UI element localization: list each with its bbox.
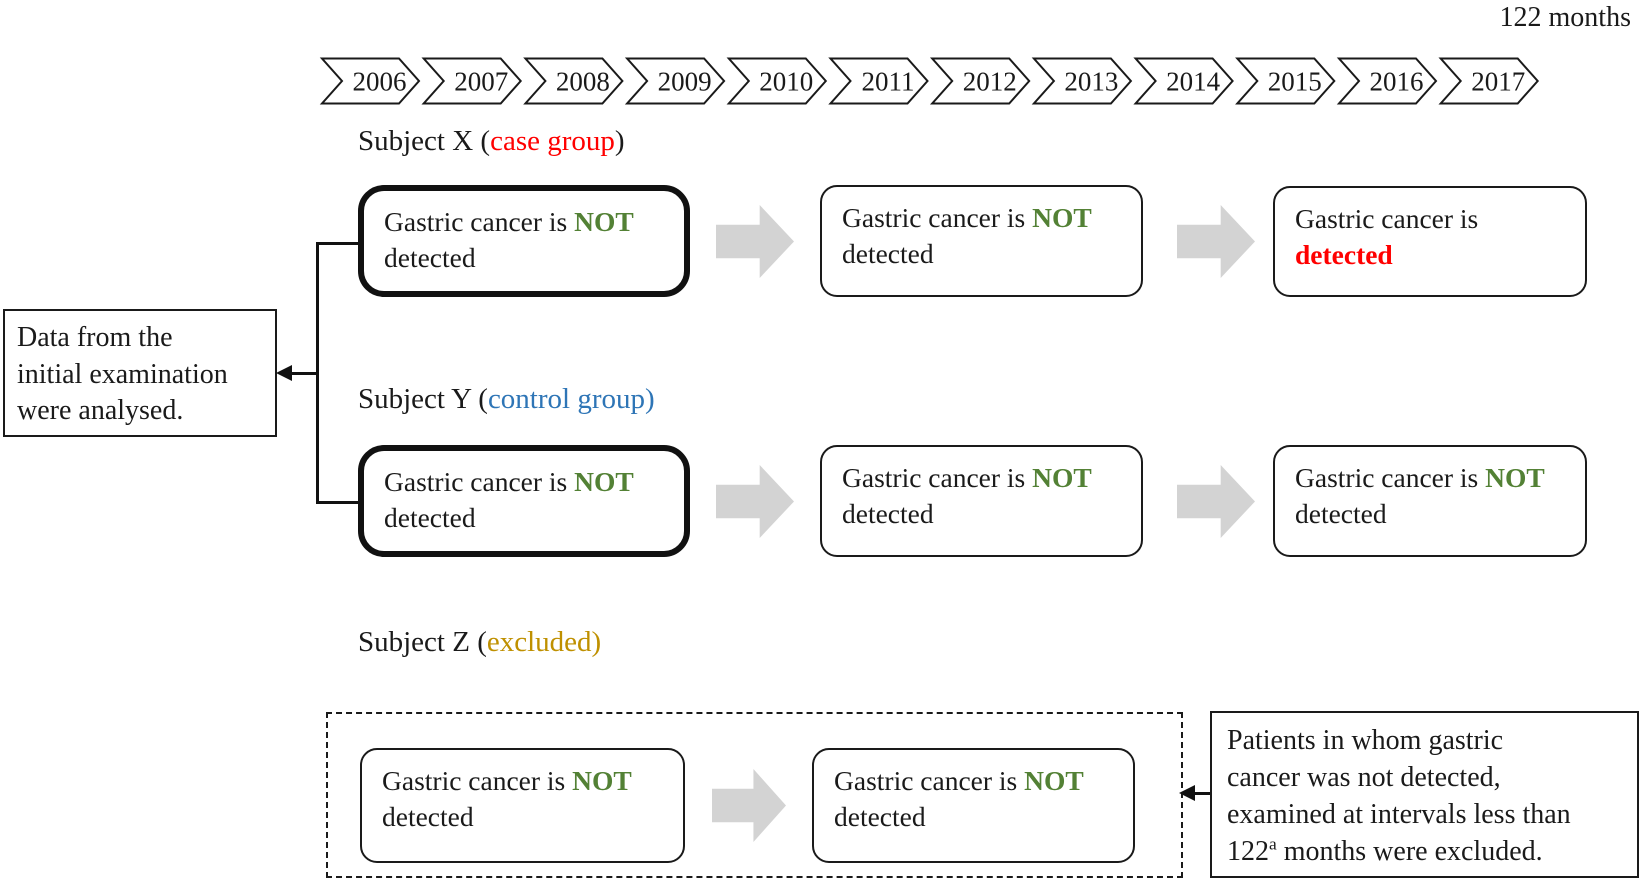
subject-y-label-close: ) (645, 383, 655, 415)
timeline-year-2011: 2011 (828, 57, 929, 105)
subject-z-group: excluded (486, 626, 592, 658)
subject-x-group: case group (490, 125, 615, 157)
subject-x-box-2: Gastric cancer is NOT detected (820, 185, 1143, 297)
subject-y-box-1: Gastric cancer is NOT detected (358, 445, 690, 557)
note-line: initial examination (17, 358, 228, 390)
svg-text:2014: 2014 (1166, 67, 1221, 97)
box-text: detected (842, 238, 934, 269)
exclusion-arrow-line (1192, 792, 1210, 795)
left-arrowhead-icon (1179, 785, 1195, 801)
subject-z-label-prefix: Subject Z ( (358, 626, 487, 658)
svg-text:2011: 2011 (862, 67, 915, 97)
timeline-year-2017: 2017 (1438, 57, 1540, 105)
subject-z-label: Subject Z (excluded) (358, 626, 601, 659)
box-text: Gastric cancer is (842, 462, 1033, 493)
svg-text:2015: 2015 (1268, 67, 1322, 97)
box-text: detected (382, 801, 474, 832)
note-line: Data from the (17, 322, 173, 353)
subject-z-box-1: Gastric cancer is NOT detected (360, 748, 685, 863)
box-text: detected (384, 502, 476, 533)
box-text: detected (384, 242, 476, 273)
not-keyword: NOT (1024, 765, 1084, 796)
note-line: Patients in whom gastric (1227, 725, 1504, 756)
subject-y-label: Subject Y (control group) (358, 383, 655, 416)
svg-text:2012: 2012 (963, 67, 1017, 97)
not-keyword: NOT (574, 466, 634, 497)
svg-text:2007: 2007 (454, 67, 508, 97)
initial-examination-note: Data from the initial examination were a… (3, 309, 277, 437)
subject-y-label-prefix: Subject Y ( (358, 383, 488, 415)
timeline-year-2013: 2013 (1031, 57, 1133, 105)
svg-text:2008: 2008 (556, 67, 610, 97)
connector-arrow-line (290, 372, 318, 375)
subject-y-box-2: Gastric cancer is NOT detected (820, 445, 1143, 557)
exclusion-criterion-note: Patients in whom gastric cancer was not … (1210, 711, 1639, 878)
timeline-year-2006: 2006 (319, 57, 421, 105)
timeline-year-2014: 2014 (1133, 57, 1234, 105)
timeline-year-2010: 2010 (726, 57, 828, 105)
not-keyword: NOT (1485, 462, 1545, 493)
note-line: cancer was not detected, (1227, 762, 1501, 793)
box-text: Gastric cancer is (384, 466, 575, 497)
box-text: Gastric cancer is (384, 206, 575, 237)
flow-arrow-icon (1177, 205, 1255, 278)
box-text: detected (834, 801, 926, 832)
svg-text:2017: 2017 (1471, 67, 1525, 97)
flow-arrow-icon (716, 205, 794, 278)
box-text: detected (842, 498, 934, 529)
not-keyword: NOT (1032, 462, 1092, 493)
svg-text:2016: 2016 (1370, 67, 1424, 97)
svg-text:2013: 2013 (1064, 67, 1118, 97)
flow-arrow-icon (716, 465, 794, 538)
footnote-superscript: a (1269, 834, 1277, 854)
note-line: examined at intervals less than (1227, 799, 1571, 830)
subject-y-group: control group (487, 383, 645, 415)
detected-keyword: detected (1295, 239, 1393, 270)
timeline: 2006 2007 2008 2009 2010 2011 2012 2013 2014 2015… (319, 57, 1540, 105)
subject-x-label: Subject X (case group) (358, 125, 625, 158)
subject-y-box-3: Gastric cancer is NOT detected (1273, 445, 1587, 557)
svg-text:2009: 2009 (658, 67, 712, 97)
months-number: 122 (1227, 836, 1269, 867)
timeline-year-2008: 2008 (523, 57, 624, 105)
subject-z-label-close: ) (591, 626, 602, 658)
not-keyword: NOT (574, 206, 634, 237)
note-text: months were excluded. (1276, 836, 1543, 867)
box-text: Gastric cancer is (834, 765, 1025, 796)
note-line: 122a months were excluded. (1227, 833, 1622, 870)
flow-arrow-icon (1177, 465, 1255, 538)
box-text: Gastric cancer is (1295, 203, 1479, 234)
box-text: Gastric cancer is (1295, 462, 1486, 493)
left-arrowhead-icon (276, 365, 292, 381)
timeline-year-2015: 2015 (1235, 57, 1336, 105)
subject-x-label-close: ) (614, 125, 625, 157)
connector-top-stub (316, 242, 358, 245)
followup-months-label: 122 months (1499, 2, 1631, 33)
box-text: Gastric cancer is (842, 202, 1033, 233)
box-text: Gastric cancer is (382, 765, 573, 796)
box-text: detected (1295, 498, 1387, 529)
not-keyword: NOT (572, 765, 632, 796)
subject-x-box-1: Gastric cancer is NOT detected (358, 185, 690, 297)
subject-z-box-2: Gastric cancer is NOT detected (812, 748, 1135, 863)
timeline-year-2016: 2016 (1336, 57, 1438, 105)
timeline-year-2007: 2007 (421, 57, 523, 105)
note-line: were analysed. (17, 395, 184, 426)
timeline-year-2009: 2009 (624, 57, 726, 105)
connector-bottom-stub (316, 501, 358, 504)
not-keyword: NOT (1032, 202, 1092, 233)
subject-x-label-prefix: Subject X ( (358, 125, 491, 157)
timeline-year-2012: 2012 (929, 57, 1031, 105)
subject-x-box-3: Gastric cancer is detected (1273, 186, 1587, 297)
svg-text:2010: 2010 (759, 67, 813, 97)
svg-text:2006: 2006 (353, 67, 407, 97)
